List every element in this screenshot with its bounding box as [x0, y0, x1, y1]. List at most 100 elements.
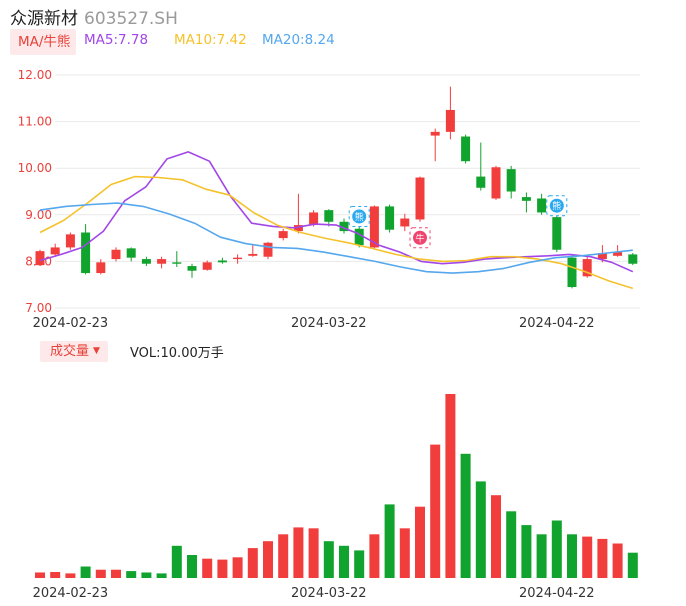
volume-bar	[217, 559, 228, 578]
x-date-label: 2024-03-22	[291, 316, 367, 331]
candle	[96, 259, 106, 275]
volume-bar	[308, 528, 319, 578]
candle	[172, 251, 182, 267]
candle	[369, 205, 379, 249]
y-tick-label: 9.00	[25, 208, 52, 222]
candle	[187, 263, 197, 278]
marker-dot	[549, 198, 564, 213]
candle-body	[202, 262, 212, 270]
marker-frame	[348, 205, 370, 227]
volume-indicator-selector[interactable]: 成交量 ▼	[40, 341, 108, 362]
y-tick-label: 12.00	[18, 68, 52, 82]
candle	[537, 193, 547, 215]
marker-frame	[546, 195, 568, 217]
candle	[339, 218, 349, 234]
volume-bar	[369, 534, 380, 578]
volume-selector-label: 成交量	[50, 344, 90, 359]
x-date-label: 2024-02-23	[33, 316, 109, 331]
ma-indicator-selector[interactable]: MA/牛熊	[10, 29, 77, 55]
candle-body	[309, 212, 319, 226]
volume-bar	[187, 555, 197, 578]
y-tick-label: 11.00	[18, 115, 52, 129]
candle-body	[35, 251, 45, 266]
candle	[157, 256, 167, 269]
x-date-label: 2024-03-22	[291, 586, 367, 601]
x-date-label: 2024-02-23	[33, 586, 109, 601]
candle	[217, 257, 227, 264]
volume-bar	[263, 541, 273, 578]
volume-bar	[95, 569, 106, 578]
candle	[567, 255, 577, 289]
volume-bar	[460, 453, 471, 578]
candle-body	[172, 262, 182, 264]
y-tick-label: 7.00	[25, 301, 52, 315]
candle-body	[537, 198, 547, 213]
ma-line-ma10	[39, 175, 634, 290]
candle	[50, 243, 60, 257]
volume-bar	[491, 495, 501, 578]
y-tick-label: 10.00	[18, 161, 52, 175]
volume-bar	[445, 394, 456, 578]
candle	[111, 247, 121, 262]
stock-name: 众源新材	[10, 9, 78, 29]
volume-bar	[567, 534, 577, 578]
candle	[491, 165, 501, 200]
volume-bar	[278, 534, 289, 578]
marker-label: 熊	[355, 211, 364, 223]
volume-value: VOL:10.00万手	[130, 346, 224, 361]
candle-body	[597, 253, 607, 260]
candle-body	[339, 221, 349, 232]
candle-body	[81, 232, 91, 274]
volume-bar	[521, 525, 532, 578]
candle	[445, 86, 455, 140]
volume-bar	[551, 520, 562, 578]
candle-body	[354, 228, 364, 246]
stock-code: 603527.SH	[84, 9, 178, 29]
marker-label: 熊	[552, 200, 561, 212]
candle	[81, 224, 91, 275]
ma10-legend: MA10:7.42	[174, 32, 247, 48]
volume-bar	[612, 543, 623, 578]
volume-bar	[171, 545, 182, 578]
candle	[506, 165, 516, 199]
candle-body	[552, 217, 562, 250]
candle	[430, 128, 440, 162]
candle-body	[50, 247, 60, 255]
dropdown-caret-icon: ▼	[93, 346, 100, 356]
candle	[35, 249, 45, 267]
ma-line-ma20	[39, 202, 633, 274]
candle	[65, 232, 75, 250]
volume-bar	[627, 552, 638, 578]
volume-bar	[141, 572, 152, 578]
volume-bar	[111, 569, 121, 578]
volume-bar	[50, 572, 61, 578]
volume-bar	[65, 573, 76, 578]
volume-bar	[597, 538, 608, 578]
x-date-label: 2024-04-22	[519, 316, 595, 331]
candle	[126, 247, 136, 262]
marker-label: 牛	[415, 232, 424, 244]
volume-bar	[415, 506, 425, 578]
candle	[613, 245, 623, 257]
bear-marker-icon: 熊	[546, 195, 568, 217]
volume-bar	[156, 573, 167, 578]
candle	[263, 241, 273, 260]
candle	[248, 245, 258, 257]
candle	[354, 226, 364, 248]
volume-bar	[430, 444, 441, 578]
ma-line-ma5	[39, 151, 634, 273]
ma20-legend: MA20:8.24	[262, 32, 335, 48]
candle-body	[278, 231, 288, 239]
candle-body	[324, 210, 334, 222]
bear-marker-icon: 熊	[348, 205, 370, 227]
candle-body	[96, 262, 106, 274]
volume-bar	[339, 545, 349, 578]
volume-bar	[293, 527, 304, 578]
candle-body	[187, 266, 197, 271]
volume-bar	[384, 504, 395, 578]
candle-body	[141, 259, 151, 264]
volume-bar	[202, 558, 213, 578]
bull-marker-icon: 牛	[409, 227, 431, 249]
candle-body	[628, 254, 638, 264]
